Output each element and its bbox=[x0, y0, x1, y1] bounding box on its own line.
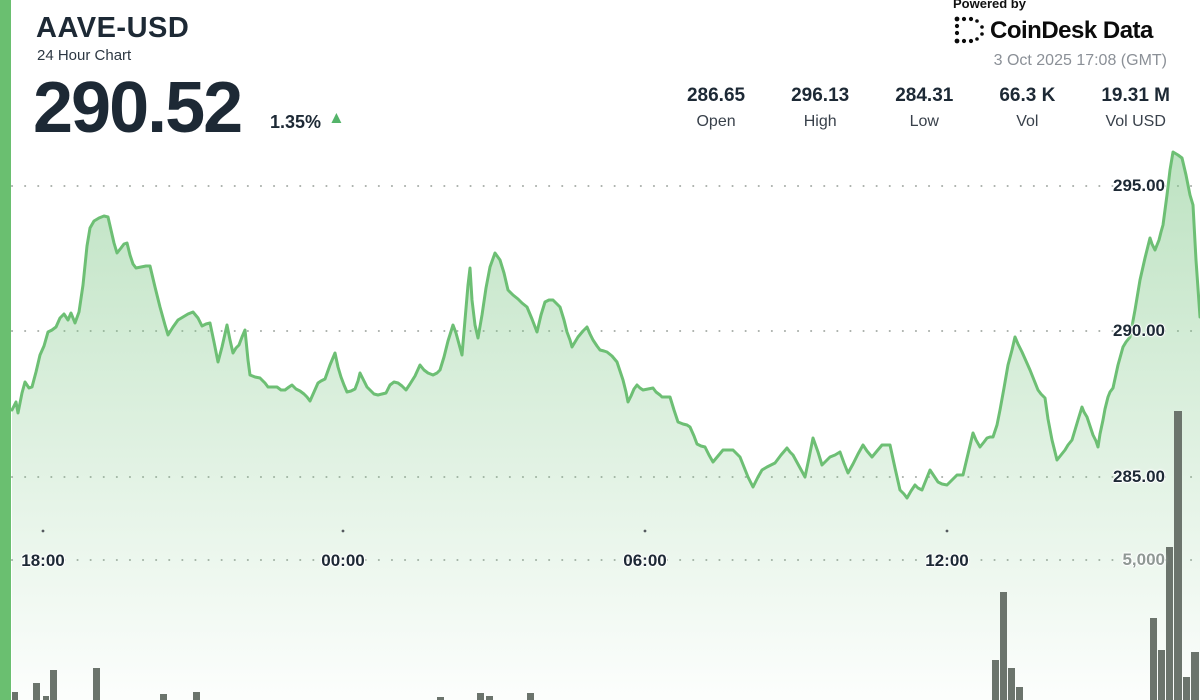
accent-strip bbox=[0, 0, 11, 700]
